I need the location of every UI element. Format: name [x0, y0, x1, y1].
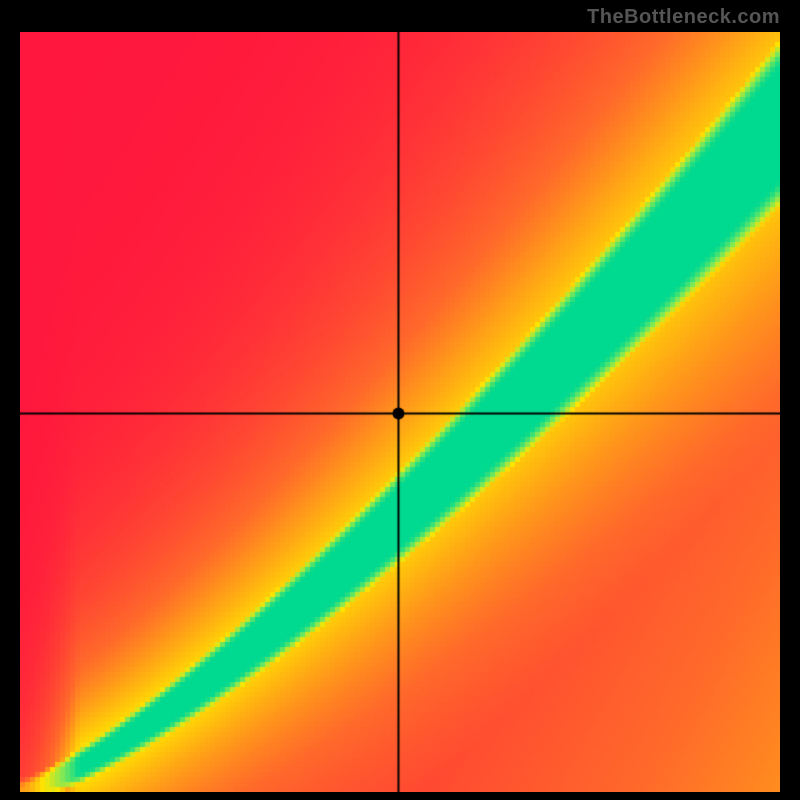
- watermark-text: TheBottleneck.com: [587, 6, 780, 29]
- bottleneck-heatmap: [20, 32, 780, 792]
